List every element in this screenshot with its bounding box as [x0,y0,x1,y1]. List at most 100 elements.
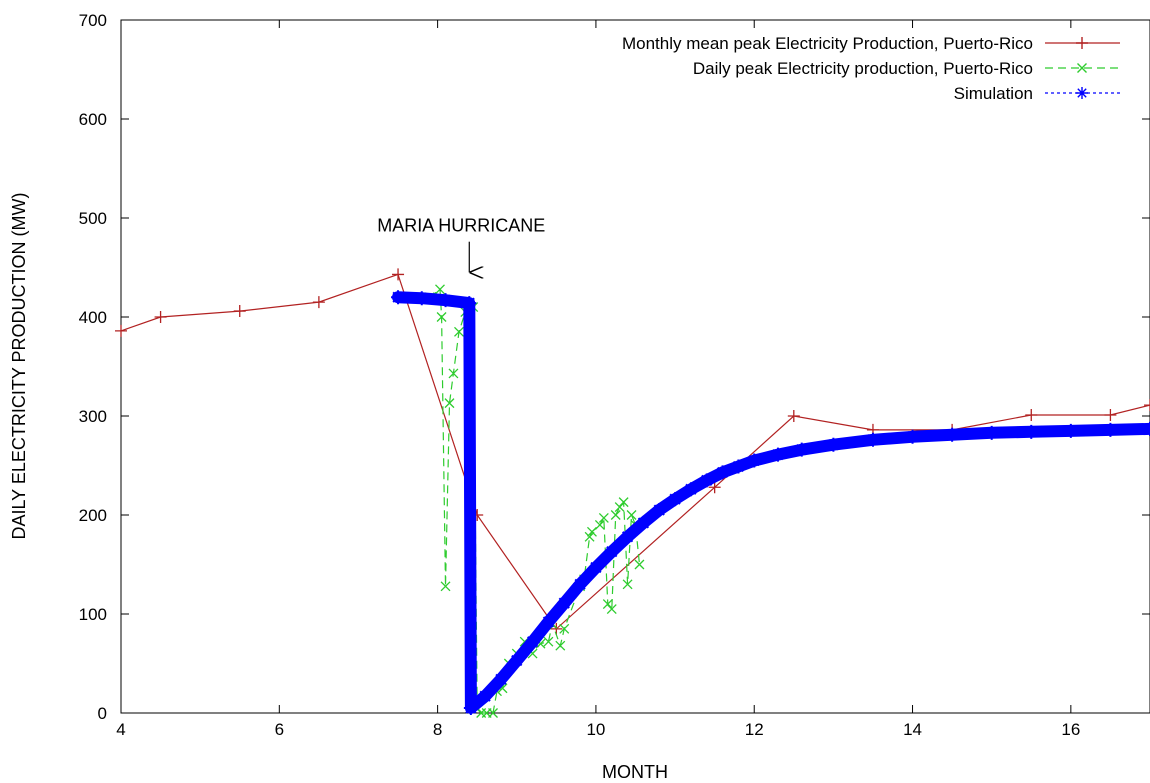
data-point [435,284,445,295]
data-point [391,290,406,305]
data-point [509,653,524,668]
data-point [865,432,880,447]
axis-ticks: 4 6 8 10 12 14 16 0 100 200 300 400 500 600 700 [79,11,1150,739]
data-point [454,326,464,337]
y-tick-label: 600 [79,110,107,129]
data-point [312,296,325,309]
y-tick-label: 300 [79,407,107,426]
data-point [444,398,455,409]
data-point [154,311,167,323]
data-point [493,672,508,687]
data-point [1144,399,1150,412]
data-point [770,447,785,462]
y-tick-label: 100 [79,605,107,624]
data-point [478,689,493,704]
data-point [462,296,477,311]
data-point [614,502,625,513]
series-2 [424,284,645,718]
series-1 [115,268,1150,635]
data-point [541,614,556,629]
data-point [984,425,999,440]
series-band [392,291,1150,714]
data-point [620,529,635,544]
x-tick-label: 4 [116,720,125,739]
x-tick-label: 12 [745,720,764,739]
data-point [557,596,572,611]
data-point [440,581,451,592]
legend-marker [1076,37,1088,49]
data-point [668,492,683,507]
data-point [438,293,453,308]
data-point [573,577,588,592]
data-point [715,465,730,480]
data-point [115,324,127,337]
data-point [826,437,841,452]
data-point [618,497,629,508]
data-point [436,312,447,322]
x-tick-label: 14 [903,720,922,739]
data-point [587,526,597,537]
data-point [747,453,762,468]
data-point [555,640,566,651]
data-point [1063,423,1078,438]
legend-item: Monthly mean peak Electricity Production… [622,34,1120,53]
data-point [448,368,459,379]
x-tick-label: 16 [1061,720,1080,739]
data-point [636,515,651,530]
x-tick-label: 8 [433,720,442,739]
data-point [606,604,617,615]
data-point [233,305,246,318]
data-point [699,473,714,488]
legend: Monthly mean peak Electricity Production… [622,34,1120,103]
data-point [598,513,609,523]
data-point [622,579,633,590]
data-point [1103,422,1118,437]
y-tick-label: 0 [98,704,107,723]
legend-label: Monthly mean peak Electricity Production… [622,34,1033,53]
data-point [463,701,478,716]
data-point [683,482,698,497]
legend-item: Daily peak Electricity production, Puert… [693,59,1120,78]
data-point [787,410,800,422]
data-point [488,708,498,718]
data-point [1024,424,1039,439]
y-tick-label: 700 [79,11,107,30]
data-point [652,503,667,518]
y-tick-label: 200 [79,506,107,525]
x-tick-label: 6 [275,720,284,739]
data-point [525,634,540,649]
series-line [397,296,1150,710]
data-point [1025,409,1038,422]
data-point [543,636,554,647]
data-point [708,481,721,494]
data-point [550,622,563,635]
data-point [1104,409,1117,422]
legend-marker [1076,87,1088,99]
annotation: MARIA HURRICANE [377,216,545,273]
data-point [604,544,619,559]
plot-frame [120,19,1150,714]
legend-marker [1077,63,1087,73]
series-line [120,273,1150,630]
x-tick-label: 10 [586,720,605,739]
data-point [626,510,637,520]
y-tick-label: 400 [79,308,107,327]
y-axis-label: DAILY ELECTRICITY PRODUCTION (MW) [9,192,29,539]
legend-label: Daily peak Electricity production, Puert… [693,59,1033,78]
legend-item: Simulation [954,84,1120,103]
data-point [588,560,603,575]
data-point [634,559,645,570]
data-point [794,442,809,457]
y-tick-label: 500 [79,209,107,228]
data-point [945,427,960,442]
data-point [594,519,605,530]
data-point [602,599,613,610]
series-3 [391,290,1150,716]
series-line [429,288,641,714]
legend-label: Simulation [954,84,1033,103]
data-point [559,623,570,634]
data-point [392,268,405,281]
data-point [584,531,595,542]
data-point [414,291,429,306]
